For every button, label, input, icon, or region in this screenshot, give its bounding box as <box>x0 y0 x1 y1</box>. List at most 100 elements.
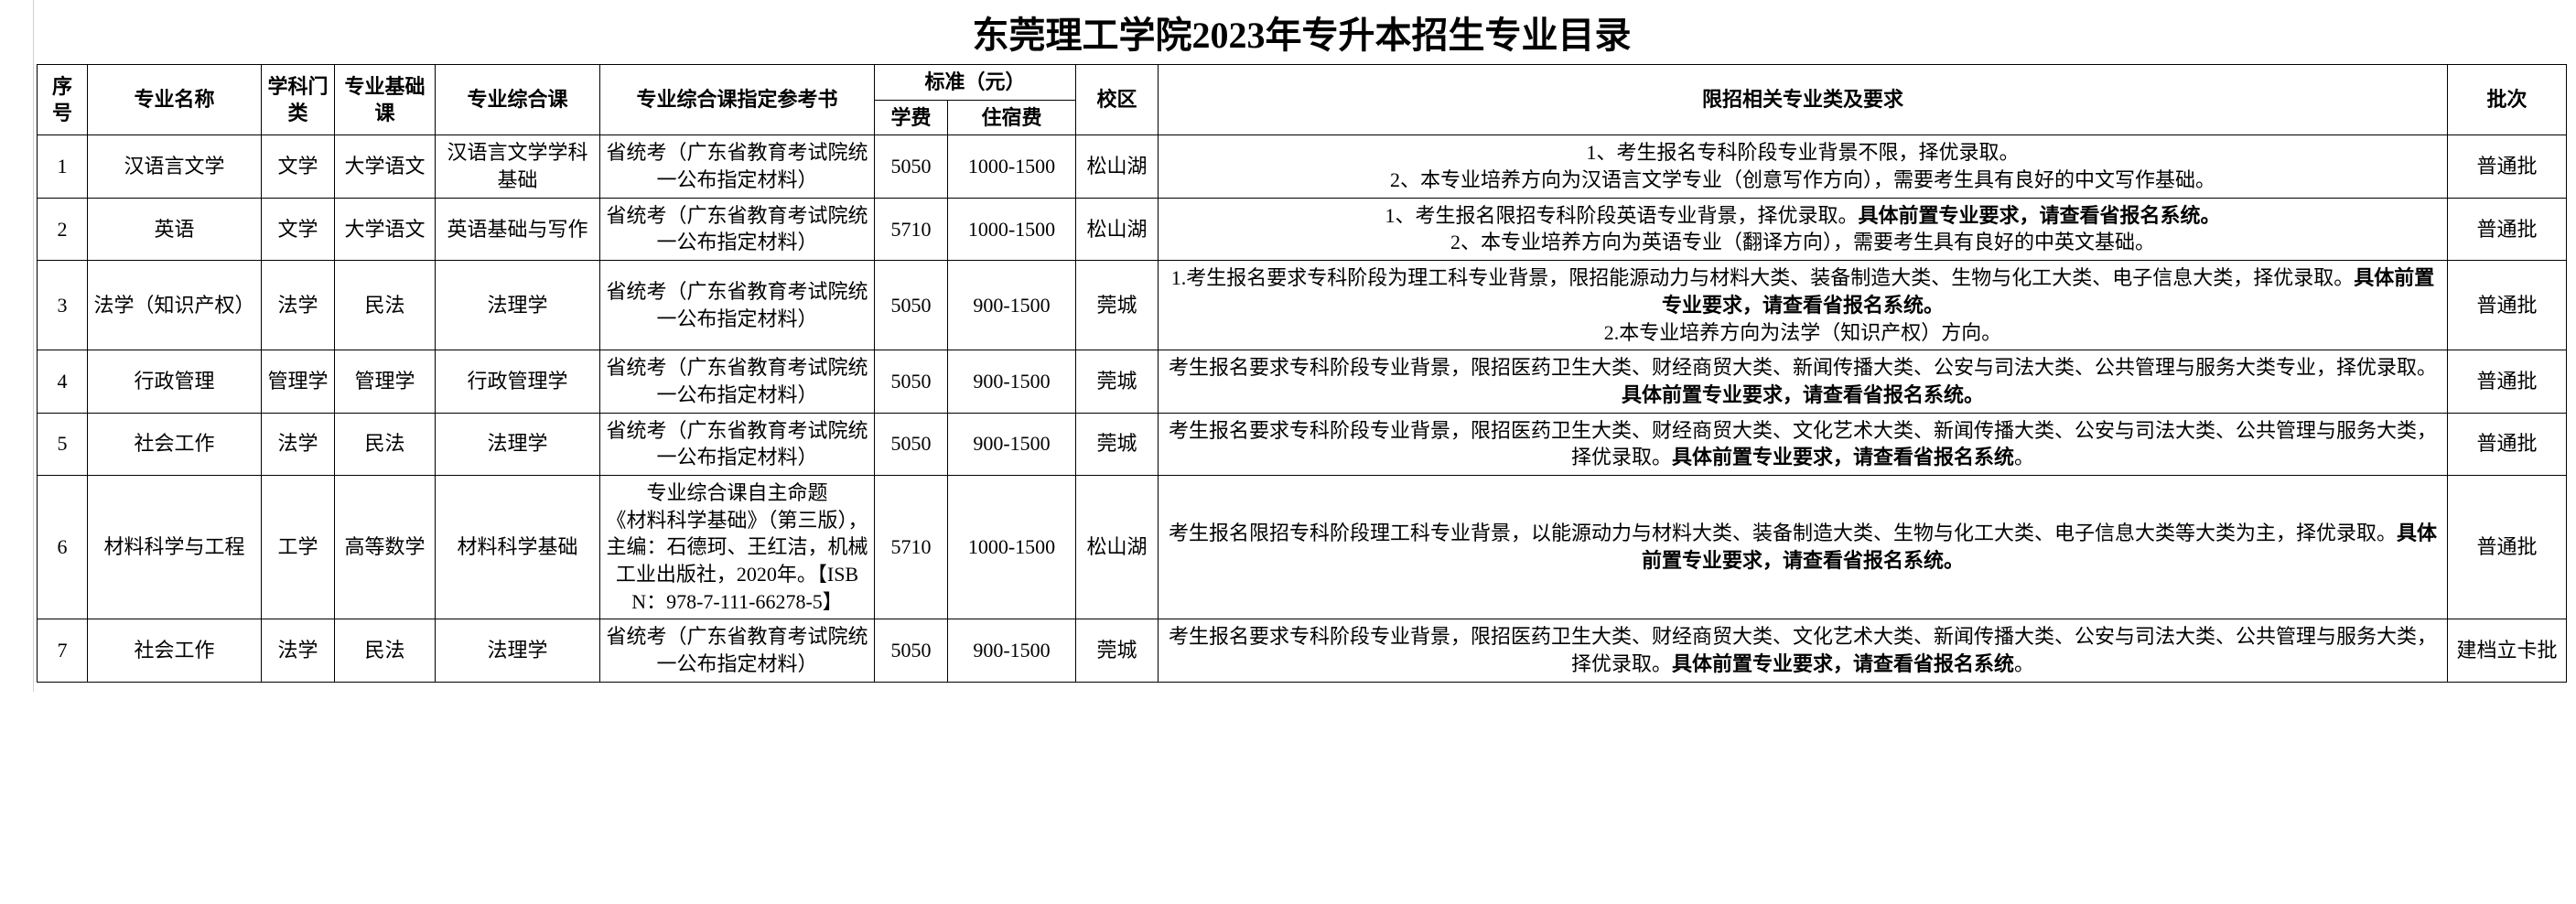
cell-cat: 管理学 <box>262 350 335 413</box>
cell-cat: 法学 <box>262 261 335 350</box>
cell-major: 英语 <box>88 198 262 260</box>
th-ref: 专业综合课指定参考书 <box>600 65 875 135</box>
table-row: 2英语文学大学语文英语基础与写作省统考（广东省教育考试院统一公布指定材料）571… <box>38 198 2567 260</box>
table-row: 7社会工作法学民法法理学省统考（广东省教育考试院统一公布指定材料）5050900… <box>38 619 2567 682</box>
cell-batch: 普通批 <box>2448 198 2567 260</box>
cell-base: 大学语文 <box>335 135 436 198</box>
th-idx: 序号 <box>38 65 88 135</box>
cell-batch: 普通批 <box>2448 350 2567 413</box>
table-header-row-1: 序号 专业名称 学科门类 专业基础课 专业综合课 专业综合课指定参考书 标准（元… <box>38 65 2567 101</box>
cell-major: 社会工作 <box>88 619 262 682</box>
cell-major: 行政管理 <box>88 350 262 413</box>
cell-idx: 2 <box>38 198 88 260</box>
cell-base: 管理学 <box>335 350 436 413</box>
th-major: 专业名称 <box>88 65 262 135</box>
cell-fee2: 1000-1500 <box>948 135 1076 198</box>
th-fee2: 住宿费 <box>948 100 1076 135</box>
spreadsheet-row-header-gutter <box>0 0 34 692</box>
cell-fee2: 1000-1500 <box>948 475 1076 619</box>
cell-fee2: 1000-1500 <box>948 198 1076 260</box>
cell-batch: 普通批 <box>2448 475 2567 619</box>
cell-base: 民法 <box>335 413 436 475</box>
cell-comp: 法理学 <box>436 261 600 350</box>
cell-base: 民法 <box>335 261 436 350</box>
cell-comp: 材料科学基础 <box>436 475 600 619</box>
cell-comp: 法理学 <box>436 413 600 475</box>
cell-req: 1.考生报名要求专科阶段为理工科专业背景，限招能源动力与材料大类、装备制造大类、… <box>1159 261 2448 350</box>
th-req: 限招相关专业类及要求 <box>1159 65 2448 135</box>
cell-major: 汉语言文学 <box>88 135 262 198</box>
cell-camp: 莞城 <box>1076 261 1159 350</box>
sheet: 东莞理工学院2023年专升本招生专业目录 序号 专业名称 学科门类 专业基础课 … <box>0 0 2576 692</box>
cell-base: 民法 <box>335 619 436 682</box>
cell-idx: 5 <box>38 413 88 475</box>
cell-req: 1、考生报名限招专科阶段英语专业背景，择优录取。具体前置专业要求，请查看省报名系… <box>1159 198 2448 260</box>
table-row: 5社会工作法学民法法理学省统考（广东省教育考试院统一公布指定材料）5050900… <box>38 413 2567 475</box>
cell-ref: 省统考（广东省教育考试院统一公布指定材料） <box>600 198 875 260</box>
cell-base: 高等数学 <box>335 475 436 619</box>
th-cat: 学科门类 <box>262 65 335 135</box>
cell-major: 社会工作 <box>88 413 262 475</box>
table-header: 序号 专业名称 学科门类 专业基础课 专业综合课 专业综合课指定参考书 标准（元… <box>38 65 2567 135</box>
cell-cat: 法学 <box>262 619 335 682</box>
table-row: 6材料科学与工程工学高等数学材料科学基础专业综合课自主命题《材料科学基础》（第三… <box>38 475 2567 619</box>
th-base: 专业基础课 <box>335 65 436 135</box>
cell-req: 1、考生报名专科阶段专业背景不限，择优录取。2、本专业培养方向为汉语言文学专业（… <box>1159 135 2448 198</box>
cell-major: 材料科学与工程 <box>88 475 262 619</box>
cell-ref: 省统考（广东省教育考试院统一公布指定材料） <box>600 619 875 682</box>
cell-fee2: 900-1500 <box>948 619 1076 682</box>
th-fee-group: 标准（元） <box>875 65 1076 101</box>
cell-ref: 省统考（广东省教育考试院统一公布指定材料） <box>600 413 875 475</box>
cell-fee1: 5050 <box>875 135 948 198</box>
table-row: 4行政管理管理学管理学行政管理学省统考（广东省教育考试院统一公布指定材料）505… <box>38 350 2567 413</box>
cell-cat: 文学 <box>262 135 335 198</box>
cell-comp: 行政管理学 <box>436 350 600 413</box>
cell-idx: 1 <box>38 135 88 198</box>
cell-camp: 莞城 <box>1076 619 1159 682</box>
cell-camp: 松山湖 <box>1076 475 1159 619</box>
cell-ref: 省统考（广东省教育考试院统一公布指定材料） <box>600 350 875 413</box>
cell-req: 考生报名要求专科阶段专业背景，限招医药卫生大类、财经商贸大类、文化艺术大类、新闻… <box>1159 619 2448 682</box>
cell-ref: 省统考（广东省教育考试院统一公布指定材料） <box>600 261 875 350</box>
cell-ref: 专业综合课自主命题《材料科学基础》（第三版），主编：石德珂、王红洁，机械工业出版… <box>600 475 875 619</box>
cell-major: 法学（知识产权） <box>88 261 262 350</box>
cell-req: 考生报名要求专科阶段专业背景，限招医药卫生大类、财经商贸大类、新闻传播大类、公安… <box>1159 350 2448 413</box>
cell-fee1: 5710 <box>875 198 948 260</box>
cell-fee1: 5050 <box>875 261 948 350</box>
cell-cat: 工学 <box>262 475 335 619</box>
cell-fee1: 5050 <box>875 619 948 682</box>
cell-fee1: 5710 <box>875 475 948 619</box>
cell-fee2: 900-1500 <box>948 413 1076 475</box>
table-row: 1汉语言文学文学大学语文汉语言文学学科基础省统考（广东省教育考试院统一公布指定材… <box>38 135 2567 198</box>
cell-idx: 6 <box>38 475 88 619</box>
cell-base: 大学语文 <box>335 198 436 260</box>
cell-idx: 7 <box>38 619 88 682</box>
th-camp: 校区 <box>1076 65 1159 135</box>
table-body: 1汉语言文学文学大学语文汉语言文学学科基础省统考（广东省教育考试院统一公布指定材… <box>38 135 2567 682</box>
cell-batch: 普通批 <box>2448 261 2567 350</box>
cell-batch: 普通批 <box>2448 135 2567 198</box>
th-batch: 批次 <box>2448 65 2567 135</box>
catalog-table: 序号 专业名称 学科门类 专业基础课 专业综合课 专业综合课指定参考书 标准（元… <box>37 64 2567 683</box>
cell-req: 考生报名限招专科阶段理工科专业背景，以能源动力与材料大类、装备制造大类、生物与化… <box>1159 475 2448 619</box>
cell-comp: 英语基础与写作 <box>436 198 600 260</box>
cell-camp: 松山湖 <box>1076 198 1159 260</box>
cell-cat: 法学 <box>262 413 335 475</box>
cell-cat: 文学 <box>262 198 335 260</box>
cell-camp: 莞城 <box>1076 413 1159 475</box>
table-row: 3法学（知识产权）法学民法法理学省统考（广东省教育考试院统一公布指定材料）505… <box>38 261 2567 350</box>
cell-camp: 松山湖 <box>1076 135 1159 198</box>
cell-batch: 普通批 <box>2448 413 2567 475</box>
th-fee1: 学费 <box>875 100 948 135</box>
cell-ref: 省统考（广东省教育考试院统一公布指定材料） <box>600 135 875 198</box>
cell-fee2: 900-1500 <box>948 350 1076 413</box>
cell-idx: 4 <box>38 350 88 413</box>
cell-idx: 3 <box>38 261 88 350</box>
cell-fee1: 5050 <box>875 413 948 475</box>
cell-fee1: 5050 <box>875 350 948 413</box>
cell-comp: 汉语言文学学科基础 <box>436 135 600 198</box>
cell-batch: 建档立卡批 <box>2448 619 2567 682</box>
cell-camp: 莞城 <box>1076 350 1159 413</box>
cell-req: 考生报名要求专科阶段专业背景，限招医药卫生大类、财经商贸大类、文化艺术大类、新闻… <box>1159 413 2448 475</box>
page-title: 东莞理工学院2023年专升本招生专业目录 <box>37 5 2567 59</box>
